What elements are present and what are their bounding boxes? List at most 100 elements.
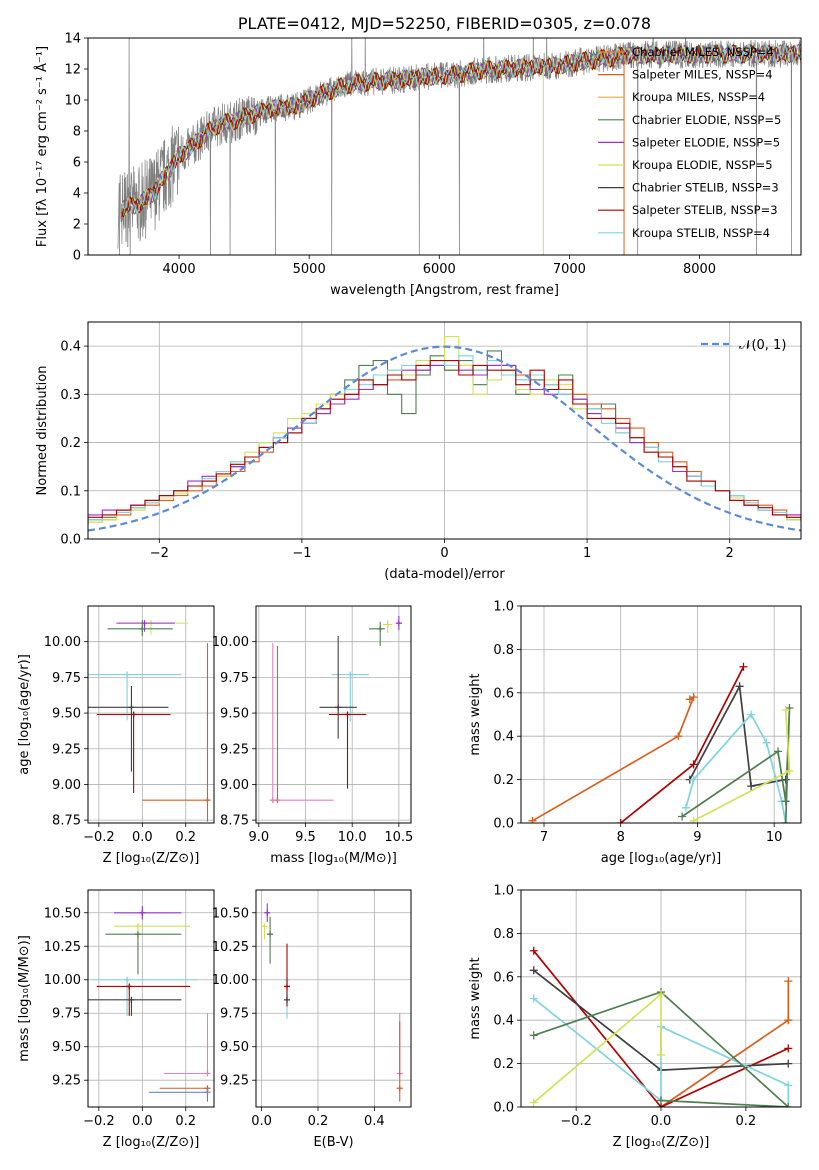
observed-spectrum-line xyxy=(117,38,801,255)
y-axis-label: mass weight xyxy=(468,673,483,755)
y-tick-label: 9.50 xyxy=(220,1040,249,1055)
weight-point xyxy=(784,1103,793,1107)
data-point xyxy=(395,620,402,627)
y-tick-label: 10.25 xyxy=(44,940,81,955)
axes-frame xyxy=(520,605,802,824)
model-spectrum-line xyxy=(121,44,801,215)
x-tick-label: 0 xyxy=(440,546,448,561)
weight-point xyxy=(529,1031,538,1040)
weight-point xyxy=(781,706,790,715)
x-axis-label: Z [log₁₀(Z/Z⊙)] xyxy=(103,1135,200,1150)
data-point xyxy=(128,704,135,711)
x-tick-label: −0.2 xyxy=(560,1114,592,1129)
y-tick-label: 0.4 xyxy=(493,1014,514,1029)
y-tick-label: 0.6 xyxy=(493,970,514,985)
plot-area xyxy=(88,906,211,1102)
y-axis-label: Normed distribution xyxy=(35,366,50,496)
x-axis-label: E(B-V) xyxy=(313,1135,353,1150)
data-point xyxy=(126,983,133,990)
weight-point xyxy=(785,766,794,775)
weight-series-line xyxy=(533,991,790,1107)
y-axis-label: mass [log₁₀(M/M⊙)] xyxy=(17,935,32,1062)
panel-weight-vs-Z: −0.2 0.0 0.2 0.0 0.2 0.4 0.6 0.8 1.0 Z [log₁₀(Z/Z… xyxy=(468,884,802,1150)
normal-distribution-curve xyxy=(88,345,801,532)
x-tick-label: 1 xyxy=(583,546,591,561)
y-tick-label: 9.75 xyxy=(220,1007,249,1022)
y-tick-label: 10.50 xyxy=(212,906,249,921)
x-tick-label: −2 xyxy=(150,546,169,561)
y-tick-label: 0.4 xyxy=(60,340,81,355)
panel-mass-vs-ebv: 0.0 0.2 0.4 9.25 9.50 9.75 10.00 10.25 10.50 E(B-… xyxy=(212,889,412,1150)
data-point xyxy=(139,625,146,632)
x-tick-label: 4000 xyxy=(163,262,196,277)
data-point xyxy=(264,909,271,916)
y-tick-label: 10.00 xyxy=(44,973,81,988)
data-point xyxy=(130,711,137,718)
x-tick-label: 0.4 xyxy=(364,1114,385,1129)
x-axis-label: mass [log₁₀(M/M⊙)] xyxy=(270,851,397,866)
y-tick-label: 10.00 xyxy=(44,635,81,650)
y-tick-label: 0.3 xyxy=(60,388,81,403)
x-tick-label: −1 xyxy=(292,546,311,561)
data-point xyxy=(261,923,268,930)
x-tick-label: 9 xyxy=(693,830,701,845)
data-point xyxy=(347,671,354,678)
x-tick-label: 0.0 xyxy=(651,1114,672,1129)
y-tick-label: 9.25 xyxy=(220,1074,249,1089)
data-point xyxy=(124,671,131,678)
weight-point xyxy=(689,816,698,823)
weight-series-line xyxy=(689,683,786,788)
y-tick-label: 9.75 xyxy=(220,671,249,686)
y-tick-label: 0.8 xyxy=(493,927,514,942)
x-tick-label: 0.2 xyxy=(736,1114,757,1129)
x-tick-label: 0.0 xyxy=(132,1114,153,1129)
y-tick-label: 4 xyxy=(73,187,81,202)
weight-point xyxy=(784,1016,793,1025)
y-tick-label: 9.75 xyxy=(52,1007,81,1022)
data-point xyxy=(128,996,135,1003)
y-tick-label: 1.0 xyxy=(493,884,514,899)
panel-age-vs-mass: 9.0 9.5 10.0 10.5 8.75 9.00 9.25 9.50 9.75 10.00 m… xyxy=(212,605,413,866)
weight-point xyxy=(773,747,782,756)
y-tick-label: 9.50 xyxy=(52,707,81,722)
plot-area xyxy=(88,620,211,822)
x-tick-label: 0.0 xyxy=(132,830,153,845)
x-tick-label: 9.0 xyxy=(248,830,269,845)
weight-point xyxy=(784,977,793,986)
y-tick-label: 0.2 xyxy=(60,436,81,451)
legend-label: Salpeter MILES, NSSP=4 xyxy=(632,68,773,82)
weight-point xyxy=(674,732,683,741)
axes-frame xyxy=(87,889,215,1108)
legend-label: Salpeter ELODIE, NSSP=5 xyxy=(632,135,780,149)
y-tick-label: 8.75 xyxy=(220,814,249,829)
x-tick-label: 8000 xyxy=(683,262,716,277)
plot-area xyxy=(529,946,793,1107)
axes-frame xyxy=(520,889,802,1108)
x-axis-label: age [log₁₀(age/yr)] xyxy=(601,851,722,866)
weight-point xyxy=(529,1098,538,1107)
weight-point xyxy=(678,812,687,821)
y-tick-label: 9.50 xyxy=(220,707,249,722)
weight-point xyxy=(747,710,756,719)
y-axis-label: Flux [fλ 10⁻¹⁷ erg cm⁻² s⁻¹ Å⁻¹] xyxy=(34,46,50,247)
panel-spectrum: 4000 5000 6000 7000 8000 0 2 4 6 8 10 12 14 wavelengt… xyxy=(34,14,802,298)
axes-frame xyxy=(87,37,802,256)
panel-weight-vs-age: 7 8 9 10 0.0 0.2 0.4 0.6 0.8 1.0 age [log₁₀(age/yr… xyxy=(468,600,802,866)
weight-point xyxy=(735,682,744,691)
legend-label: Kroupa STELIB, NSSP=4 xyxy=(632,226,770,240)
legend-label: Chabrier STELIB, NSSP=3 xyxy=(632,181,779,195)
y-tick-label: 10 xyxy=(64,94,81,109)
axes-frame xyxy=(255,889,412,1108)
data-point xyxy=(284,996,290,1003)
data-point xyxy=(134,931,141,938)
weight-point xyxy=(784,1059,793,1068)
y-tick-label: 12 xyxy=(64,63,81,78)
data-point xyxy=(204,797,211,804)
y-tick-label: 9.25 xyxy=(52,742,81,757)
x-tick-label: 10 xyxy=(766,830,783,845)
data-point xyxy=(204,1070,211,1077)
data-point xyxy=(124,976,131,983)
y-tick-label: 10.25 xyxy=(212,940,249,955)
y-tick-label: 8 xyxy=(73,125,81,140)
